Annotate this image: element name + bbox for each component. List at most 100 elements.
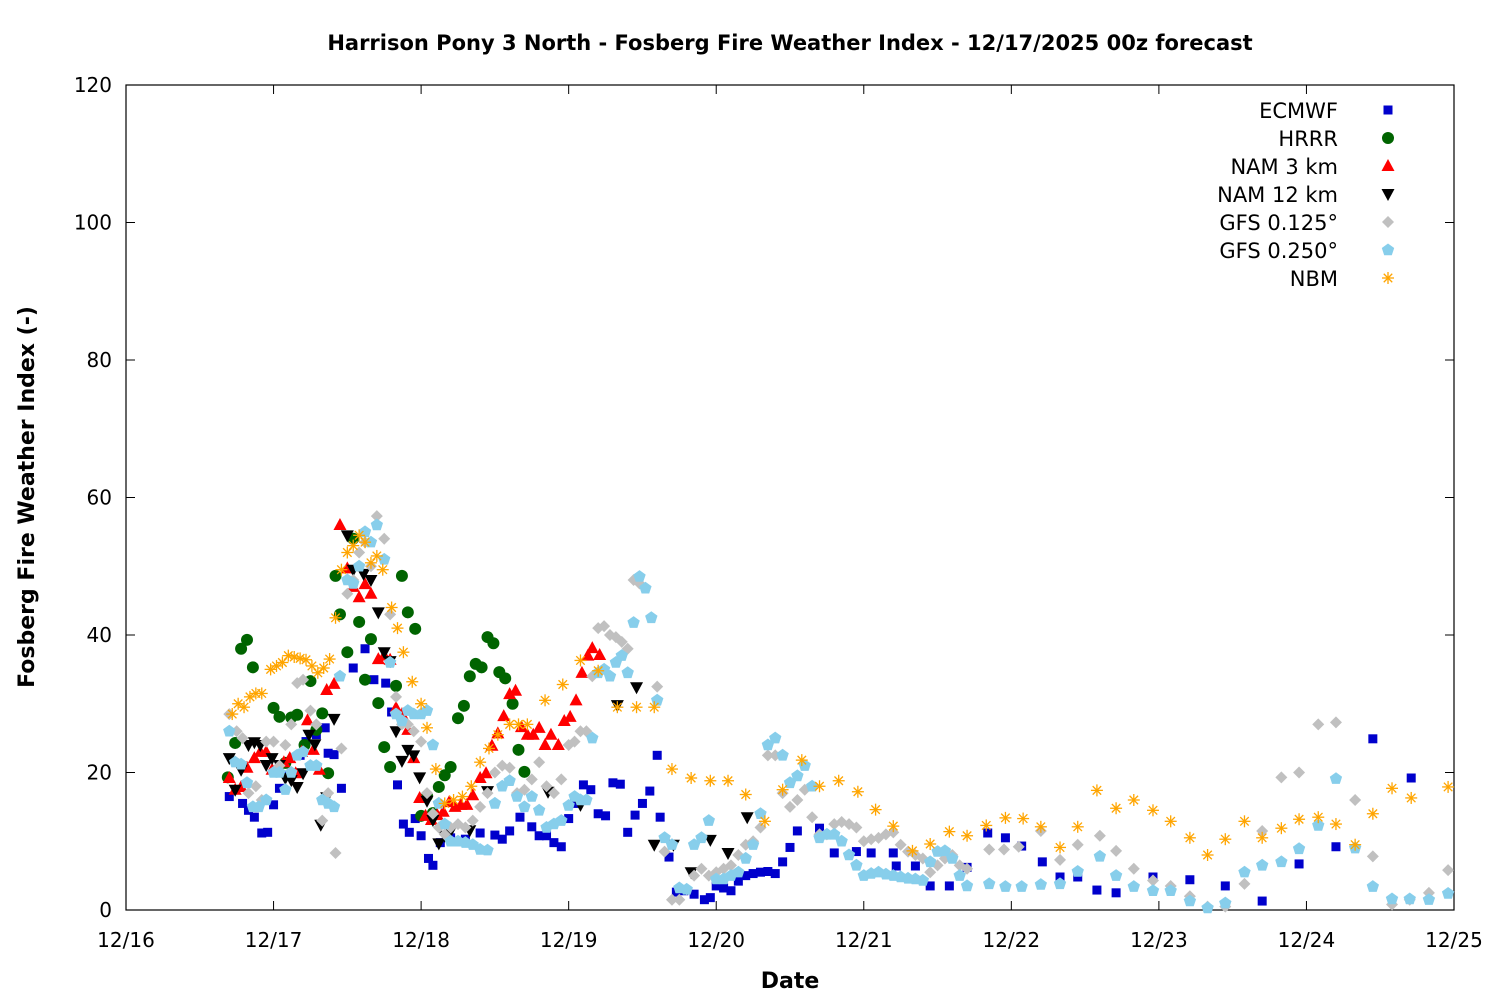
data-point	[961, 862, 974, 875]
data-point	[658, 845, 671, 858]
data-point	[304, 704, 317, 717]
data-point	[499, 672, 512, 685]
data-point	[463, 670, 476, 683]
data-point	[341, 546, 354, 559]
data-point	[1405, 791, 1418, 804]
data-point	[410, 814, 420, 824]
data-point	[488, 766, 501, 779]
data-point	[296, 745, 310, 758]
data-point	[581, 648, 595, 661]
data-point	[851, 785, 864, 798]
data-point	[329, 750, 339, 760]
legend-marker	[1382, 272, 1394, 284]
data-point	[754, 807, 767, 819]
data-point	[302, 729, 316, 742]
data-point	[371, 607, 385, 620]
data-point	[226, 708, 239, 721]
legend-marker	[1381, 189, 1395, 201]
data-point	[615, 635, 628, 648]
legend-item: NBM	[1290, 267, 1394, 291]
data-point	[1146, 804, 1159, 817]
data-point	[369, 675, 379, 685]
data-point	[310, 759, 323, 771]
data-point	[497, 709, 511, 722]
data-point	[341, 587, 354, 600]
data-point	[364, 556, 377, 569]
data-point	[429, 763, 442, 776]
data-point	[333, 669, 347, 682]
data-point	[1037, 857, 1047, 867]
data-point	[585, 641, 599, 654]
data-point	[487, 637, 500, 650]
data-point	[685, 772, 698, 784]
data-point	[1349, 794, 1362, 806]
data-point	[238, 701, 251, 714]
data-point	[722, 774, 735, 787]
data-point	[623, 827, 633, 837]
data-point	[389, 707, 403, 720]
data-point	[580, 793, 593, 806]
data-point	[1312, 718, 1325, 731]
data-point	[311, 666, 324, 679]
data-point	[627, 616, 640, 628]
data-point	[1109, 869, 1123, 881]
data-point	[512, 718, 525, 731]
data-point	[832, 774, 845, 787]
data-point	[436, 804, 450, 817]
data-point	[575, 665, 589, 678]
data-point	[534, 831, 544, 841]
data-point	[395, 714, 409, 727]
data-point	[407, 750, 421, 763]
data-point	[770, 869, 780, 879]
data-point	[785, 842, 795, 852]
data-point	[647, 839, 661, 852]
data-point	[426, 738, 440, 751]
data-point	[432, 780, 445, 793]
data-point	[748, 869, 758, 879]
data-point	[240, 633, 253, 646]
data-point	[1331, 842, 1341, 852]
data-point	[983, 877, 996, 890]
y-tick-label: 40	[87, 623, 112, 647]
data-point	[389, 726, 403, 739]
data-point	[409, 622, 422, 635]
data-point	[395, 569, 408, 582]
data-point	[739, 788, 752, 801]
data-point	[378, 741, 391, 754]
data-point	[1441, 887, 1455, 899]
data-point	[761, 749, 774, 762]
data-point	[568, 735, 581, 748]
data-point	[633, 570, 646, 582]
data-point	[466, 814, 479, 827]
data-point	[851, 847, 861, 857]
data-point	[689, 889, 699, 899]
data-point	[364, 586, 378, 599]
data-point	[533, 803, 546, 816]
data-point	[264, 663, 277, 676]
data-point	[721, 847, 735, 860]
data-point	[372, 697, 385, 710]
data-point	[555, 814, 568, 826]
data-point	[688, 869, 701, 882]
data-point	[384, 761, 397, 773]
data-point	[415, 697, 428, 710]
data-point	[279, 739, 292, 751]
data-point	[305, 659, 318, 672]
data-point	[335, 742, 348, 755]
data-point	[1073, 872, 1083, 882]
data-point	[1275, 855, 1288, 868]
data-point	[569, 693, 583, 706]
data-point	[475, 828, 485, 838]
data-point	[1127, 862, 1140, 875]
data-point	[444, 761, 457, 773]
x-tick-label: 12/23	[1130, 928, 1188, 952]
data-point	[1293, 766, 1306, 779]
legend-marker	[1382, 216, 1394, 228]
data-point	[353, 559, 366, 572]
data-point	[1220, 881, 1230, 891]
data-point	[359, 673, 372, 686]
data-point	[557, 713, 571, 726]
data-point	[611, 701, 624, 714]
data-point	[503, 761, 516, 774]
legend-label: NAM 12 km	[1217, 183, 1338, 207]
